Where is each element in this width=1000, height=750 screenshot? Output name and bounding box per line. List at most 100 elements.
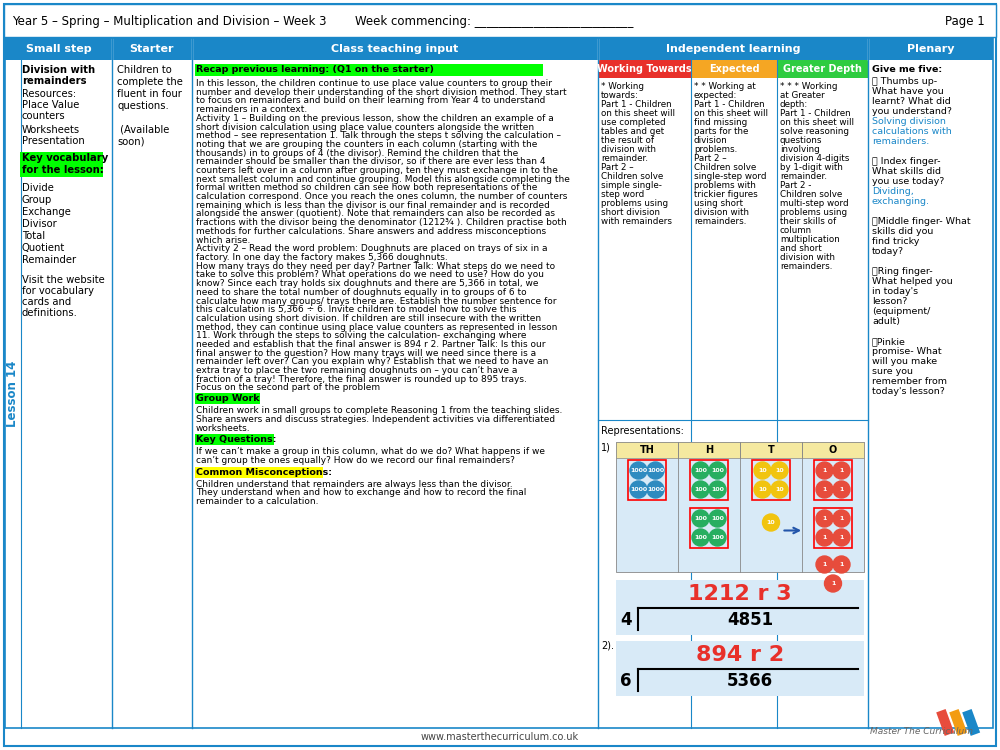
Text: 1: 1 bbox=[822, 535, 827, 540]
Text: 10: 10 bbox=[758, 487, 767, 492]
Text: Lesson 14: Lesson 14 bbox=[6, 361, 20, 428]
Text: 10: 10 bbox=[758, 468, 767, 473]
Text: calculations with: calculations with bbox=[872, 127, 952, 136]
Text: 👍️ Thumbs up-: 👍️ Thumbs up- bbox=[872, 77, 937, 86]
Text: expected:: expected: bbox=[694, 91, 737, 100]
Text: TH: TH bbox=[640, 445, 654, 455]
Text: will you make: will you make bbox=[872, 357, 937, 366]
Text: Children solve: Children solve bbox=[694, 163, 756, 172]
Circle shape bbox=[709, 481, 726, 498]
Text: by 1-digit with: by 1-digit with bbox=[780, 163, 843, 172]
Text: How many trays do they need per day? Partner Talk: What steps do we need to: How many trays do they need per day? Par… bbox=[196, 262, 555, 271]
Text: T: T bbox=[768, 445, 774, 455]
Text: fractions with the divisor being the denominator (1212¾ ). Children practise bot: fractions with the divisor being the den… bbox=[196, 218, 567, 227]
Text: 100: 100 bbox=[694, 535, 707, 540]
Text: Focus on the second part of the problem: Focus on the second part of the problem bbox=[196, 383, 380, 392]
Text: 1: 1 bbox=[839, 535, 844, 540]
Text: multiplication: multiplication bbox=[780, 235, 840, 244]
Text: this calculation is 5,366 ÷ 6. Invite children to model how to solve this: this calculation is 5,366 ÷ 6. Invite ch… bbox=[196, 305, 516, 314]
Text: Group: Group bbox=[22, 195, 52, 205]
Circle shape bbox=[816, 529, 833, 546]
Circle shape bbox=[816, 556, 833, 573]
Text: trickier figures: trickier figures bbox=[694, 190, 758, 199]
Circle shape bbox=[816, 510, 833, 527]
Text: Group Work: Group Work bbox=[196, 394, 260, 404]
Circle shape bbox=[709, 529, 726, 546]
Text: O: O bbox=[829, 445, 837, 455]
Text: 1212 r 3: 1212 r 3 bbox=[688, 584, 792, 604]
Text: calculation correspond. Once you reach the ones column, the number of counters: calculation correspond. Once you reach t… bbox=[196, 192, 567, 201]
Text: If we can’t make a group in this column, what do we do? What happens if we: If we can’t make a group in this column,… bbox=[196, 447, 545, 456]
Bar bbox=[690, 460, 728, 500]
Text: 1: 1 bbox=[822, 562, 827, 567]
Text: sure you: sure you bbox=[872, 367, 913, 376]
Bar bbox=[616, 442, 678, 458]
Text: Share answers and discuss strategies. Independent activities via differentiated: Share answers and discuss strategies. In… bbox=[196, 415, 555, 424]
Text: Worksheets: Worksheets bbox=[22, 125, 80, 135]
Text: on this sheet will: on this sheet will bbox=[780, 118, 854, 127]
Text: 1): 1) bbox=[601, 442, 611, 452]
Text: 1: 1 bbox=[822, 516, 827, 521]
Text: Divide: Divide bbox=[22, 183, 54, 193]
Bar bbox=[195, 466, 323, 478]
Text: Exchange: Exchange bbox=[22, 207, 71, 217]
Circle shape bbox=[709, 510, 726, 527]
Text: column: column bbox=[780, 226, 812, 235]
Text: parts for the: parts for the bbox=[694, 127, 748, 136]
Text: 100: 100 bbox=[711, 516, 724, 521]
Circle shape bbox=[692, 529, 709, 546]
Circle shape bbox=[833, 462, 850, 479]
Text: Part 1 - Children: Part 1 - Children bbox=[601, 100, 672, 109]
Text: calculation using short division. If children are still insecure with the writte: calculation using short division. If chi… bbox=[196, 314, 541, 323]
Text: remainders.: remainders. bbox=[694, 217, 746, 226]
Text: Master The Curriculum: Master The Curriculum bbox=[870, 728, 973, 736]
Text: 2).: 2). bbox=[601, 641, 614, 651]
Text: extra tray to place the two remaining doughnuts on – you can’t have a: extra tray to place the two remaining do… bbox=[196, 366, 517, 375]
Text: Year 5 – Spring – Multiplication and Division – Week 3: Year 5 – Spring – Multiplication and Div… bbox=[12, 14, 326, 28]
Circle shape bbox=[833, 529, 850, 546]
Text: Small step: Small step bbox=[26, 44, 91, 54]
Text: their skills of: their skills of bbox=[780, 217, 836, 226]
Text: division: division bbox=[694, 136, 728, 145]
Circle shape bbox=[692, 462, 709, 479]
Text: Presentation: Presentation bbox=[22, 136, 85, 146]
Text: Starter: Starter bbox=[130, 44, 174, 54]
Bar bbox=[5, 38, 993, 60]
Text: 100: 100 bbox=[711, 535, 724, 540]
Bar bbox=[814, 460, 852, 500]
Bar bbox=[962, 709, 980, 736]
Text: simple single-: simple single- bbox=[601, 181, 662, 190]
Text: exchanging.: exchanging. bbox=[872, 197, 930, 206]
Text: 💏Ring finger-: 💏Ring finger- bbox=[872, 267, 933, 276]
Text: questions: questions bbox=[780, 136, 822, 145]
Text: 100: 100 bbox=[694, 487, 707, 492]
Bar bbox=[195, 434, 274, 445]
Bar bbox=[616, 442, 864, 572]
Bar bbox=[616, 641, 864, 696]
Bar bbox=[616, 580, 864, 635]
Text: cards and: cards and bbox=[22, 297, 71, 307]
Circle shape bbox=[630, 481, 647, 498]
Circle shape bbox=[647, 462, 664, 479]
Text: the result of: the result of bbox=[601, 136, 654, 145]
Text: remainders in a context.: remainders in a context. bbox=[196, 105, 307, 114]
Text: Solving division: Solving division bbox=[872, 117, 946, 126]
Text: division 4-digits: division 4-digits bbox=[780, 154, 849, 163]
Bar bbox=[814, 508, 852, 548]
Text: lesson?: lesson? bbox=[872, 297, 907, 306]
Text: Expected: Expected bbox=[709, 64, 759, 74]
Text: worksheets.: worksheets. bbox=[196, 424, 251, 433]
Text: Part 2 –: Part 2 – bbox=[601, 163, 634, 172]
Text: * * Working at: * * Working at bbox=[694, 82, 756, 91]
Text: for the lesson:: for the lesson: bbox=[22, 165, 104, 175]
Text: Total: Total bbox=[22, 231, 45, 241]
Text: you use today?: you use today? bbox=[872, 177, 944, 186]
Text: 1: 1 bbox=[839, 487, 844, 492]
Text: problems.: problems. bbox=[694, 145, 737, 154]
Text: skills did you: skills did you bbox=[872, 227, 933, 236]
Text: Visit the website: Visit the website bbox=[22, 275, 105, 285]
Text: method – see representation 1. Talk through the steps t solving the calculation : method – see representation 1. Talk thro… bbox=[196, 131, 561, 140]
Circle shape bbox=[833, 481, 850, 498]
Bar bbox=[802, 442, 864, 458]
Circle shape bbox=[630, 462, 647, 479]
